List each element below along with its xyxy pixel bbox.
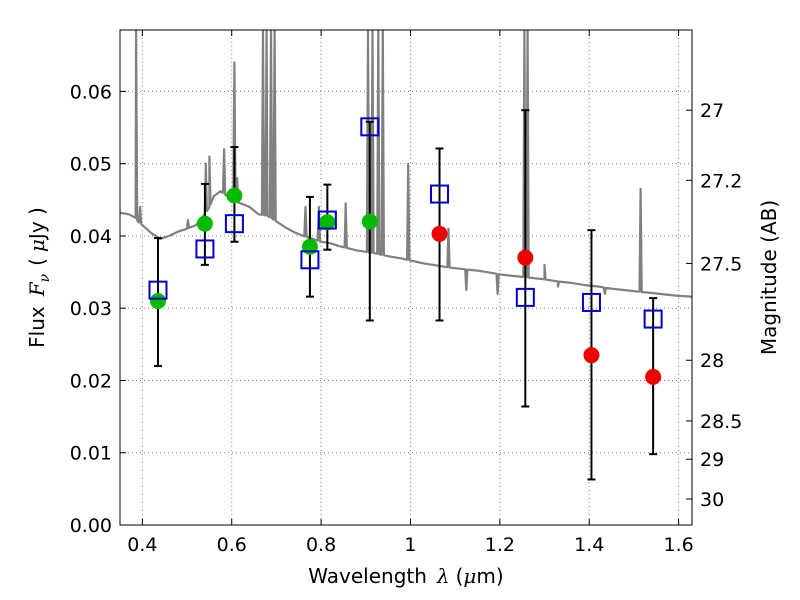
y2-tick-label-6: 30 [700, 489, 724, 511]
x-axis-label: Wavelength λ (μm) [308, 564, 503, 588]
x-tick-label-5: 1.4 [574, 534, 604, 556]
y-tick-label-4: 0.04 [70, 226, 112, 248]
green-point-1 [196, 215, 213, 232]
y-tick-label-3: 0.03 [70, 298, 112, 320]
data-markers [148, 117, 663, 385]
green-point-4 [319, 214, 336, 231]
y-tick-label-0: 0.00 [70, 515, 112, 537]
error-bars [153, 109, 658, 481]
x-tick-label-1: 0.6 [217, 534, 247, 556]
axis-ticks: 0.4 0.6 0.8 1 1.2 1.4 1.6 0.00 0.01 0.02 0.03 0.04 0… [70, 30, 742, 556]
red-point-0 [431, 225, 448, 242]
observed-square-8 [581, 292, 601, 312]
y2-tick-label-1: 27.2 [700, 170, 742, 192]
red-point-2 [583, 347, 600, 364]
green-point-3 [301, 238, 318, 255]
y2-tick-label-3: 28 [700, 350, 724, 372]
green-point-2 [226, 187, 243, 204]
y-tick-label-2: 0.02 [70, 370, 112, 392]
observed-square-6 [430, 184, 450, 204]
observed-square-1 [195, 239, 215, 259]
grid [120, 30, 692, 525]
observed-square-4 [317, 210, 337, 230]
model-spectrum [120, 30, 692, 298]
green-point-0 [149, 292, 166, 309]
y-tick-label-6: 0.06 [70, 81, 112, 103]
y2-tick-label-0: 27 [700, 100, 724, 122]
x-tick-label-0: 0.4 [127, 534, 157, 556]
y2-tick-label-4: 28.5 [700, 411, 742, 433]
y2-tick-label-5: 29 [700, 449, 724, 471]
x-tick-label-6: 1.6 [663, 534, 693, 556]
x-tick-label-4: 1.2 [485, 534, 515, 556]
observed-square-0 [148, 280, 168, 300]
x-tick-label-3: 1 [404, 534, 416, 556]
green-point-5 [361, 213, 378, 230]
spectrum-line [120, 30, 692, 298]
red-point-3 [645, 368, 662, 385]
y2-axis-label: Magnitude (AB) [757, 200, 781, 355]
red-point-1 [517, 249, 534, 266]
observed-square-9 [643, 309, 663, 329]
plot-frame [119, 29, 693, 526]
observed-square-7 [515, 287, 535, 307]
y-tick-label-5: 0.05 [70, 154, 112, 176]
observed-square-3 [300, 250, 320, 270]
x-tick-label-2: 0.8 [306, 534, 336, 556]
observed-square-5 [360, 117, 380, 137]
y-tick-label-1: 0.01 [70, 443, 112, 465]
y2-tick-label-2: 27.5 [700, 253, 742, 275]
y-axis-label: FluxFν(μJy ) [25, 207, 53, 348]
observed-square-2 [224, 214, 244, 234]
